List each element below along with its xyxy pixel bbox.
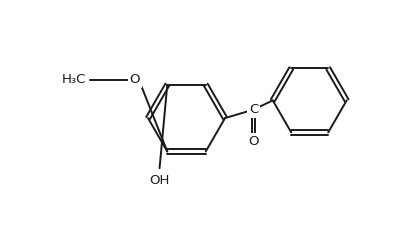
Text: O: O (129, 73, 140, 86)
Text: C: C (248, 103, 258, 116)
Text: O: O (247, 135, 258, 148)
Text: H₃C: H₃C (62, 73, 86, 86)
Text: OH: OH (149, 173, 169, 187)
